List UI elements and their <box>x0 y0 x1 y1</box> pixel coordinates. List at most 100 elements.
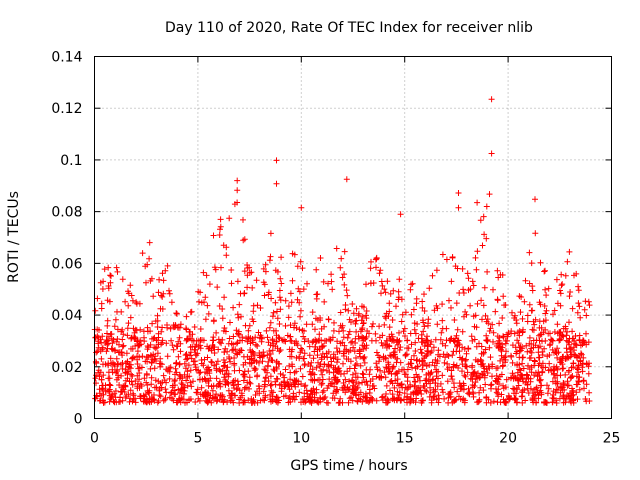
roti-point <box>493 385 499 392</box>
roti-point <box>389 391 396 398</box>
roti-point <box>496 334 503 341</box>
roti-point <box>254 343 261 349</box>
roti-point <box>254 372 261 379</box>
roti-point <box>98 339 105 346</box>
roti-point <box>266 355 273 361</box>
roti-point <box>111 363 118 369</box>
roti-point <box>342 376 349 383</box>
roti-point <box>564 382 571 389</box>
roti-point <box>567 398 574 405</box>
roti-point <box>345 307 352 314</box>
roti-point <box>498 348 505 355</box>
roti-point <box>303 321 310 328</box>
roti-point <box>537 301 544 308</box>
roti-point <box>166 290 173 297</box>
roti-point <box>422 377 429 384</box>
roti-point <box>566 293 573 300</box>
roti-point <box>305 361 312 367</box>
roti-point <box>326 376 333 383</box>
roti-point <box>454 326 461 333</box>
roti-point <box>318 381 325 388</box>
roti-point <box>464 270 471 277</box>
roti-point <box>261 397 268 404</box>
roti-point <box>414 321 421 327</box>
roti-point <box>207 392 214 399</box>
roti-point <box>383 344 390 351</box>
roti-point <box>579 364 586 371</box>
roti-point <box>108 394 115 401</box>
roti-point <box>313 266 320 273</box>
roti-point <box>483 394 490 400</box>
roti-point <box>150 351 157 358</box>
roti-point <box>98 355 105 362</box>
roti-point <box>93 380 99 387</box>
roti-point <box>575 283 582 290</box>
roti-point <box>489 361 496 368</box>
roti-point <box>166 375 173 382</box>
roti-point <box>311 377 318 384</box>
roti-point <box>445 394 452 401</box>
roti-point <box>312 326 318 333</box>
roti-point <box>480 302 487 309</box>
roti-point <box>379 282 386 289</box>
roti-point <box>113 376 120 383</box>
roti-point <box>274 308 280 315</box>
roti-point <box>171 391 178 398</box>
roti-point <box>240 377 247 384</box>
roti-point <box>469 278 476 285</box>
roti-point <box>363 345 370 352</box>
roti-point <box>575 362 582 369</box>
roti-point <box>368 337 375 344</box>
roti-point <box>129 355 135 362</box>
roti-point <box>337 395 344 402</box>
x-tick-label: 25 <box>603 431 621 447</box>
roti-point <box>546 360 553 367</box>
roti-point <box>414 356 421 363</box>
roti-point <box>418 331 425 338</box>
roti-point <box>214 284 221 291</box>
roti-point <box>193 366 200 373</box>
roti-point <box>502 384 509 391</box>
roti-point <box>444 366 451 373</box>
roti-point <box>146 398 153 405</box>
roti-point <box>246 264 253 271</box>
roti-point <box>557 329 564 335</box>
roti-point <box>537 259 544 266</box>
roti-point <box>583 398 590 405</box>
roti-point <box>567 346 573 353</box>
x-tick-label: 0 <box>90 431 99 447</box>
roti-point <box>443 256 450 263</box>
roti-point <box>219 315 226 322</box>
roti-point <box>358 317 365 324</box>
roti-point <box>553 350 560 357</box>
roti-point <box>241 399 248 406</box>
roti-point <box>286 386 293 393</box>
roti-point <box>343 356 350 362</box>
roti-point <box>542 310 549 317</box>
roti-point <box>571 347 577 354</box>
roti-point <box>252 392 259 398</box>
roti-point <box>397 359 404 366</box>
roti-point <box>390 349 397 356</box>
roti-point <box>512 396 519 403</box>
roti-point <box>514 337 521 344</box>
roti-point <box>266 324 273 331</box>
roti-point <box>273 338 280 345</box>
roti-point <box>510 385 517 392</box>
roti-point <box>565 369 572 375</box>
roti-point <box>449 254 456 260</box>
roti-point <box>196 298 202 305</box>
roti-point <box>98 376 105 383</box>
roti-point <box>367 265 374 272</box>
roti-point <box>96 327 102 333</box>
roti-point <box>537 376 544 383</box>
roti-point <box>359 398 366 405</box>
roti-point <box>541 399 548 406</box>
roti-point <box>183 351 190 358</box>
roti-point <box>169 395 175 402</box>
roti-point <box>437 380 444 387</box>
roti-point <box>259 358 266 365</box>
roti-point <box>453 300 460 307</box>
roti-point <box>448 304 454 311</box>
roti-point <box>557 287 563 294</box>
